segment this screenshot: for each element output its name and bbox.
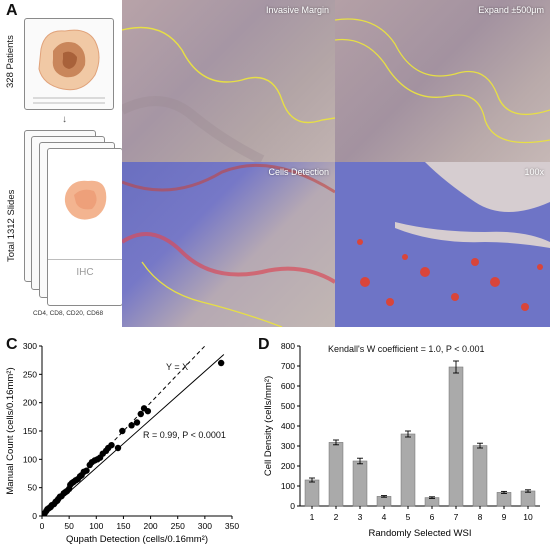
ihc-tissue-icon — [64, 180, 107, 220]
x-tick-label: 150 — [116, 521, 130, 531]
y-tick-label: 250 — [23, 369, 37, 379]
ihc-label: IHC — [76, 267, 94, 278]
x-tick-label: 300 — [198, 521, 212, 531]
bar-4 — [376, 496, 392, 507]
y-axis-label: Cell Density (cells/mm²) — [263, 376, 274, 476]
panel-letter-d: D — [258, 336, 270, 353]
y-tick-label: 200 — [23, 398, 37, 408]
data-point — [137, 410, 144, 418]
y-tick-label: 100 — [281, 481, 295, 491]
x-tick-label: 7 — [454, 512, 459, 522]
data-point — [108, 441, 115, 449]
x-tick-label: 250 — [171, 521, 185, 531]
x-axis-label: Qupath Detection (cells/0.16mm²) — [66, 534, 208, 545]
y-tick-label: 0 — [32, 511, 37, 521]
stat-label: R = 0.99, P < 0.0001 — [143, 430, 226, 440]
tile-label-expand: Expand ±500μm — [478, 5, 544, 15]
micro-tile-invasive-margin: Invasive Margin — [122, 0, 335, 162]
x-tick-label: 6 — [430, 512, 435, 522]
slide-stack-front: IHC — [47, 148, 123, 306]
data-point — [128, 422, 135, 429]
patients-label: 328 Patients — [5, 35, 16, 88]
x-tick-label: 2 — [334, 512, 339, 522]
identity-line — [41, 345, 206, 517]
bar-2 — [328, 442, 344, 507]
y-tick-label: 800 — [281, 341, 295, 351]
panel-letter-c: C — [6, 336, 18, 353]
micro-tile-100x: 100x — [335, 162, 550, 327]
identity-line-label: Y = X — [166, 362, 189, 372]
bar-1 — [304, 479, 320, 507]
x-tick-label: 200 — [143, 521, 157, 531]
data-point — [144, 407, 152, 415]
tile-label-invasive-margin: Invasive Margin — [265, 5, 329, 15]
y-tick-label: 50 — [28, 483, 38, 493]
tile-label-100x: 100x — [524, 167, 544, 177]
bar-5 — [400, 433, 416, 507]
y-axis-label: Manual Count (cells/0.16mm²) — [5, 367, 16, 494]
bar-8 — [472, 445, 488, 507]
x-tick-label: 10 — [523, 512, 533, 522]
y-tick-label: 300 — [281, 441, 295, 451]
y-tick-label: 300 — [23, 341, 37, 351]
y-tick-label: 500 — [281, 401, 295, 411]
bar-chart: 0 100 200 300 400 500 600 700 800 1 2 3 4 5 6 7 8 9 10 Rand… — [263, 341, 540, 539]
x-tick-label: 100 — [89, 521, 103, 531]
panel-letter-a: A — [6, 2, 18, 19]
kendall-annotation: Kendall's W coefficient = 1.0, P < 0.001 — [328, 344, 485, 354]
patient-slide-card — [24, 18, 114, 110]
slides-label: Total 1312 Slides — [6, 189, 17, 262]
scatter-chart: 0 50 100 150 200 250 300 350 0 50 100 150 200 250 300 Q… — [5, 341, 239, 545]
tumor-outline-icon — [33, 29, 105, 104]
data-point — [133, 419, 141, 426]
x-tick-label: 4 — [382, 512, 387, 522]
y-tick-label: 700 — [281, 361, 295, 371]
markers-label: CD4, CD8, CD20, CD68 — [33, 310, 104, 317]
y-tick-label: 150 — [23, 426, 37, 436]
tile-label-cells-detection: Cells Detection — [268, 167, 329, 177]
x-tick-label: 5 — [406, 512, 411, 522]
y-tick-label: 0 — [290, 501, 295, 511]
x-tick-label: 9 — [502, 512, 507, 522]
bar-6 — [424, 497, 440, 507]
bar-7 — [448, 366, 464, 507]
bar-3 — [352, 460, 368, 507]
y-tick-label: 400 — [281, 421, 295, 431]
data-point — [83, 467, 90, 474]
x-tick-label: 3 — [358, 512, 363, 522]
x-axis-label: Randomly Selected WSI — [369, 528, 472, 539]
x-tick-label: 1 — [310, 512, 315, 522]
data-point — [217, 359, 225, 367]
bar-9 — [496, 492, 512, 507]
bar-10 — [520, 490, 536, 507]
y-tick-label: 600 — [281, 381, 295, 391]
x-tick-label: 8 — [478, 512, 483, 522]
data-point — [119, 427, 126, 435]
x-tick-label: 0 — [40, 521, 45, 531]
y-tick-label: 100 — [23, 454, 37, 464]
y-tick-label: 200 — [281, 461, 295, 471]
data-point — [114, 444, 122, 452]
micro-tile-expand: Expand ±500μm — [335, 0, 550, 162]
micro-tile-cells-detection: Cells Detection — [122, 162, 335, 327]
x-tick-label: 350 — [225, 521, 239, 531]
x-tick-label: 50 — [64, 521, 74, 531]
flow-arrow: ↓ — [62, 114, 67, 125]
